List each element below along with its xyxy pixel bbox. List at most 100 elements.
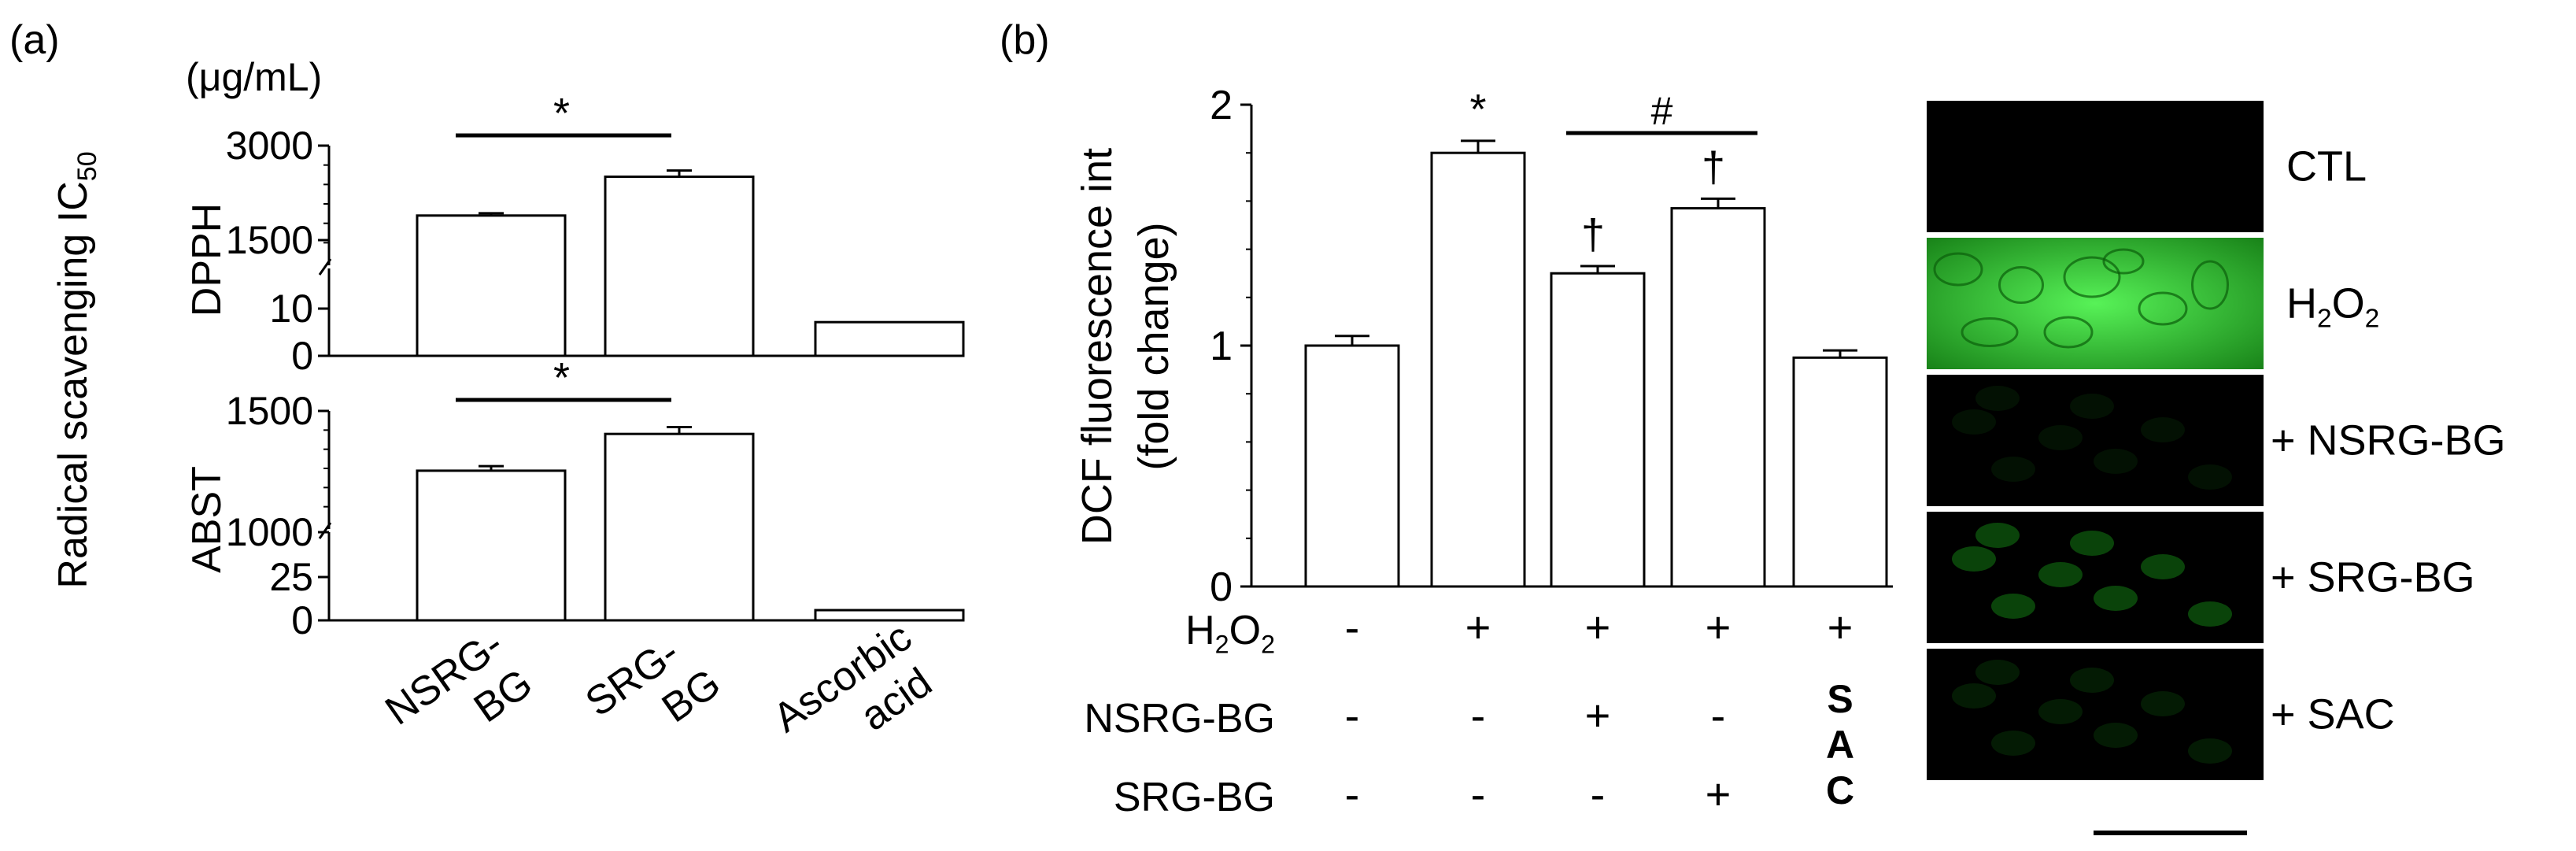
b-treatment-sign: + [1706,602,1732,652]
micrograph-cell [1991,731,2035,756]
micrograph-cell [2094,723,2138,748]
micrograph-cell [1952,409,1996,435]
micrograph-label: H2O2 [2286,280,2379,334]
micrograph-cell [1952,546,1996,572]
micrograph-cell [2141,554,2185,579]
b-ylabel-line2: (fold change) [1130,222,1177,470]
micrograph-cell [1991,457,2035,482]
a1-inner-ylabel: DPPH [184,203,230,316]
a-ylabel: Radical scavenging IC50 [50,151,102,588]
b-treatment-sign: - [1591,769,1606,819]
micrograph-cell [1975,386,2020,411]
micrograph-cell [1961,317,2019,347]
a2-axis-break [318,522,332,539]
a1-ytick-label: 1500 [226,218,313,262]
a2-inner-ylabel: ABST [184,466,230,573]
a2-ytick-label: 25 [269,555,313,599]
a2-ytick-label: 1000 [226,510,313,554]
b-sac-letter: C [1826,768,1854,812]
b-bar [1792,356,1888,588]
micrograph-cell [2141,417,2185,442]
a1-ytick-label: 0 [291,334,313,378]
micrograph-label: + SAC [2271,691,2395,738]
a2-bar [604,432,755,622]
b-significance-mark: # [1651,89,1673,133]
b-treatment-sign: - [1471,769,1486,819]
micrograph-cell [2070,531,2114,556]
a2-ytick-label: 0 [291,598,313,642]
b-bar [1304,344,1400,588]
micrograph-cell [2094,586,2138,611]
micrograph-cell [1975,660,2020,685]
b-treatment-sign: + [1465,602,1491,652]
b-sac-letter: S [1827,677,1853,721]
b-bar [1550,272,1646,588]
micrograph-cell [2141,691,2185,716]
b-treatment-sign: - [1471,690,1486,740]
b-treatment-sign: - [1711,690,1726,740]
b-mark: † [1702,143,1725,191]
b-ytick-label: 2 [1210,83,1233,128]
micrograph-cell [2063,256,2121,298]
panel-b-label: (b) [1000,17,1050,63]
a-category-label: SRG-BG [578,630,729,732]
micrograph-cell [2188,464,2232,490]
micrograph-cell [1998,266,2044,304]
micrograph-cell [1933,252,1983,287]
micrograph-label: CTL [2286,143,2367,191]
a-category-label: NSRG-BG [377,621,541,734]
b-treatment-sign: - [1345,690,1360,740]
a2-ytick-label: 1500 [226,389,313,433]
micrograph-panel [1927,512,2264,643]
b-ytick-label: 0 [1210,564,1233,610]
micrograph-cell [2138,291,2188,326]
micrograph-panel [1927,649,2264,780]
b-mark: † [1581,211,1605,258]
b-treatment-row-label: SRG-BG [1114,775,1275,820]
a1-bar [416,214,567,357]
micrograph-cell [2070,668,2114,693]
a2-bar [814,609,965,622]
a1-significance-mark: * [553,90,570,137]
b-treatment-sign: + [1585,690,1611,740]
b-treatment-sign: - [1345,602,1360,652]
micrograph-cell [2038,425,2083,450]
micrograph-cell [1975,523,2020,548]
a1-bar [814,320,965,357]
micrograph-cell [1952,683,1996,709]
micrograph-cell [2188,601,2232,627]
b-bar [1430,151,1526,588]
micrograph-cell [1991,594,2035,619]
b-treatment-sign: + [1706,769,1732,819]
a1-ytick-label: 10 [269,287,313,331]
b-treatment-row-label: NSRG-BG [1084,696,1275,742]
b-treatment-sign: + [1585,602,1611,652]
micrograph-cell [2038,699,2083,724]
micrograph-cell [2070,394,2114,419]
micrograph-label: + SRG-BG [2271,554,2475,601]
micrograph-cell [2102,248,2145,275]
micrograph-cell [2094,449,2138,474]
a1-ytick-label: 3000 [226,124,313,168]
b-treatment-sign: - [1345,769,1360,819]
micrograph-panel [1927,375,2264,506]
micrograph-cell [2188,738,2232,764]
b-bar [1670,207,1766,588]
a2-bar [416,469,567,622]
b-mark: * [1469,86,1486,133]
a1-axis-break [318,258,332,276]
a-unit-label: (μg/mL) [186,55,322,99]
b-sac-letter: A [1826,723,1854,767]
b-ytick-label: 1 [1210,324,1233,369]
micrograph-cell [2191,260,2229,310]
b-treatment-sign: + [1828,602,1853,652]
a2-significance-mark: * [553,354,570,401]
micrograph-cell [2038,562,2083,587]
micrograph-fluorescence [1927,238,2264,369]
panel-a-label: (a) [9,17,60,63]
b-ylabel-line1: DCF fluorescence int [1074,148,1121,545]
micrograph-label: + NSRG-BG [2271,417,2506,464]
a1-bar [604,175,755,357]
